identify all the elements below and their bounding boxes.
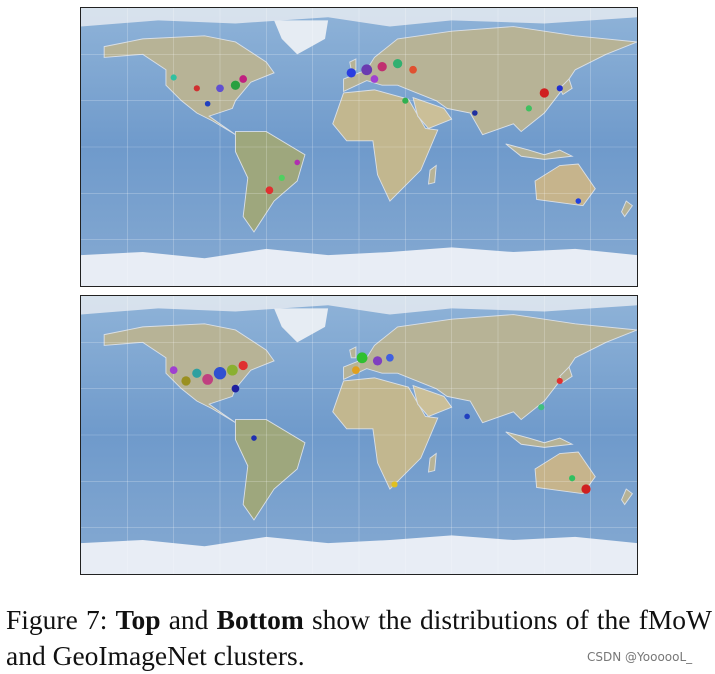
cluster-dots: [169, 352, 591, 494]
figure-caption: Figure 7: Top and Bottom show the distri…: [6, 602, 712, 674]
watermark: CSDN @YoooooL_: [587, 650, 693, 664]
cluster-dots: [170, 58, 582, 204]
map-bottom: [80, 295, 638, 575]
caption-label: Figure 7:: [6, 604, 108, 635]
caption-bold: Top: [115, 604, 161, 635]
caption-text: and: [168, 604, 209, 635]
caption-bold: Bottom: [216, 604, 304, 635]
caption-text: show the distributions of the fMoW and G…: [6, 604, 713, 671]
map-top: [80, 7, 638, 287]
